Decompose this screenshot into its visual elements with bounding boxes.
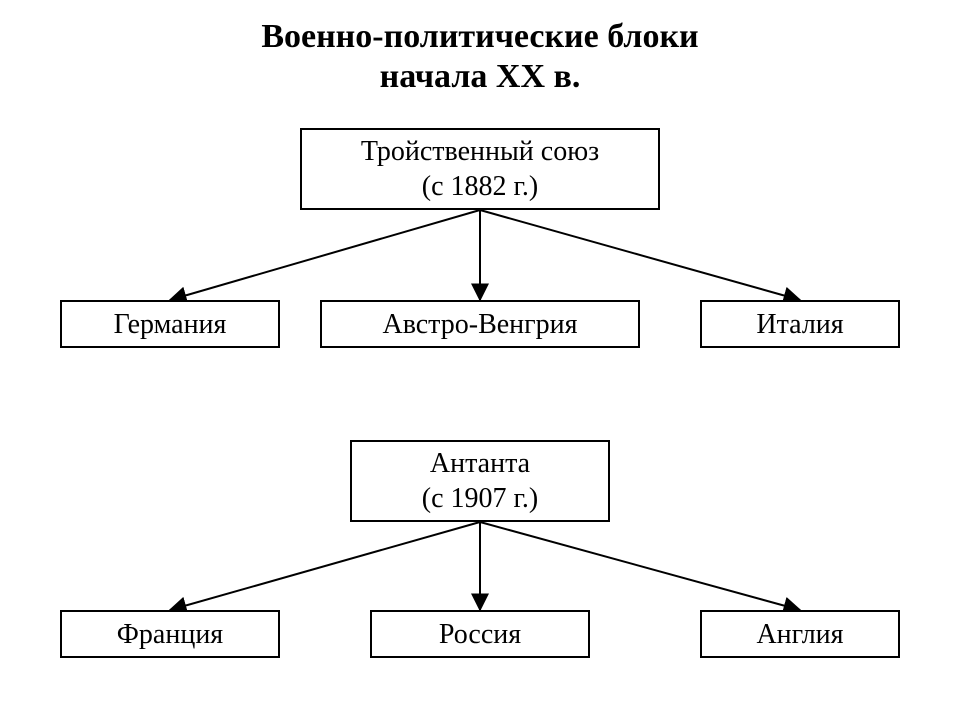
node-italy: Италия — [700, 300, 900, 348]
node-france: Франция — [60, 610, 280, 658]
node-label: (с 1907 г.) — [422, 481, 538, 516]
page-title-line2: начала XX в. — [0, 58, 960, 96]
diagram-canvas: Военно-политические блоки начала XX в. Т… — [0, 0, 960, 720]
edge-triple-italy — [480, 210, 800, 300]
node-england: Англия — [700, 610, 900, 658]
page-title-line1: Военно-политические блоки — [0, 18, 960, 56]
edge-entente-england — [480, 522, 800, 610]
node-label: Тройственный союз — [361, 134, 599, 169]
node-label: Германия — [114, 307, 227, 342]
node-label: Антанта — [430, 446, 530, 481]
node-entente: Антанта(с 1907 г.) — [350, 440, 610, 522]
edge-entente-france — [170, 522, 480, 610]
node-label: Австро-Венгрия — [382, 307, 577, 342]
edge-triple-germany — [170, 210, 480, 300]
node-austro: Австро-Венгрия — [320, 300, 640, 348]
node-label: Англия — [756, 617, 843, 652]
node-triple: Тройственный союз(с 1882 г.) — [300, 128, 660, 210]
node-germany: Германия — [60, 300, 280, 348]
node-label: (с 1882 г.) — [422, 169, 538, 204]
node-label: Франция — [117, 617, 223, 652]
node-russia: Россия — [370, 610, 590, 658]
node-label: Россия — [439, 617, 521, 652]
node-label: Италия — [756, 307, 843, 342]
